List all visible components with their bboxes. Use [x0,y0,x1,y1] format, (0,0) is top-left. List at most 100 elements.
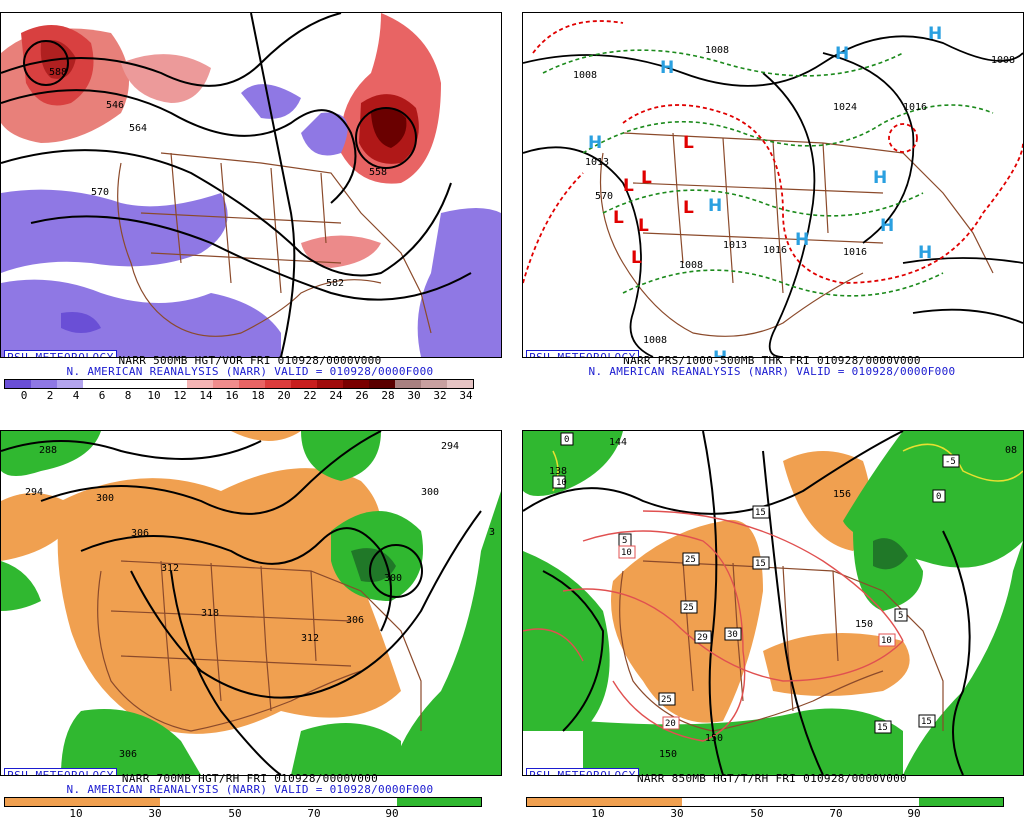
high-pressure-icon: H [713,348,727,357]
low-pressure-icon: L [641,168,652,188]
vorticity-scale-ticks: 0 2 4 6 8 10 12 14 16 18 20 22 24 26 28 30 32 34 [0,389,500,402]
scale-swatch [395,380,421,388]
temp-label: 25 [685,555,696,565]
high-pressure-icon: H [588,133,602,153]
map-700mb: 288 294 300 306 312 318 312 306 300 294 … [0,430,502,776]
rh-color-scale [4,797,482,807]
contour-label: 318 [201,608,219,619]
contour-label: 300 [421,487,439,498]
temp-label: 15 [755,559,766,569]
contour-label: 1008 [705,45,729,56]
high-pressure-icon: H [835,44,849,64]
low-pressure-icon: L [638,216,649,236]
scale-tick: 10 [591,807,605,820]
map-title: NARR 850MB HGT/T/RH FRI 010928/0000V000 [637,772,907,785]
temp-label: 15 [755,508,766,518]
scale-tick: 70 [307,807,321,820]
contour-label: 1013 [723,240,747,251]
scale-tick: 22 [303,389,317,402]
high-pressure-icon: H [928,24,942,44]
contour-label: 150 [705,733,723,744]
contour-label: 1008 [991,55,1015,66]
scale-tick: 90 [907,807,921,820]
psu-meteorology-badge: PSU METEOROLOGY [4,768,117,775]
rh-scale-ticks: 10 30 50 70 90 [0,807,500,820]
rh-scale-ticks: 10 30 50 70 90 [522,807,1022,820]
scale-tick: 6 [98,389,106,402]
map-title: NARR 500MB HGT/VOR FRI 010928/0000V000 [118,354,382,367]
scale-swatch [5,380,31,388]
map-title: NARR 700MB HGT/RH FRI 010928/0000V000 [121,772,379,785]
temp-label: 0 [936,492,941,502]
scale-tick: 4 [72,389,80,402]
contour-label: 582 [326,278,344,289]
scale-tick: 70 [829,807,843,820]
scale-tick: 30 [407,389,421,402]
psu-meteorology-badge: PSU METEOROLOGY [526,768,639,775]
scale-tick: 10 [147,389,161,402]
scale-tick: 8 [124,389,132,402]
scale-swatch [187,380,213,388]
temp-label: 10 [881,636,892,646]
map-500mb: 588 546 564 570 558 582 PSU METEOROLOGY [0,12,502,358]
panel-700mb-rh: 288 294 300 306 312 318 312 306 300 294 … [0,418,502,820]
contour-label: 150 [855,619,873,630]
high-pressure-icon: H [708,196,722,216]
contour-label: 1008 [643,335,667,346]
contour-label: 300 [384,573,402,584]
map-pressure: H H H H H H H H H H L L L L L L L 1008 [522,12,1024,358]
contour-label: 306 [119,749,137,760]
contour-label: 588 [49,67,67,78]
map-850mb: 0 10 -5 0 5 10 25 15 15 25 29 30 25 20 5… [522,430,1024,776]
scale-swatch [291,380,317,388]
scale-swatch [369,380,395,388]
scale-tick: 18 [251,389,265,402]
contour-label: 1013 [585,157,609,168]
panel-500mb-vorticity: 588 546 564 570 558 582 PSU METEOROLOGY … [0,0,502,402]
low-pressure-icon: L [683,198,694,218]
contour-label: 150 [659,749,677,760]
low-pressure-icon: L [683,133,694,153]
contour-label: 300 [96,493,114,504]
contour-label: 570 [91,187,109,198]
rh-color-scale [526,797,1004,807]
scale-tick: 10 [69,807,83,820]
panel-pressure-thickness: H H H H H H H H H H L L L L L L L 1008 [522,0,1024,402]
vorticity-color-scale [4,379,474,389]
high-pressure-icon: H [880,216,894,236]
map-title: NARR PRS/1000-500MB THK FRI 010928/0000V… [623,354,921,367]
map-subtitle: N. AMERICAN REANALYSIS (NARR) VALID = 01… [66,365,434,378]
temp-label: 5 [898,611,903,621]
scale-tick: 20 [277,389,291,402]
temp-label: 30 [727,630,738,640]
scale-tick: 50 [228,807,242,820]
contour-label: 144 [609,437,627,448]
contour-label: 08 [1005,445,1017,456]
low-pressure-icon: L [631,248,642,268]
psu-meteorology-badge: PSU METEOROLOGY [4,350,117,357]
scale-swatch [239,380,265,388]
temp-label: 25 [661,695,672,705]
scale-tick: 12 [173,389,187,402]
contour-label: 1008 [573,70,597,81]
temp-label: 15 [921,717,932,727]
scale-tick: 24 [329,389,343,402]
scale-tick: 32 [433,389,447,402]
low-pressure-icon: L [613,208,624,228]
scale-swatch [447,380,473,388]
scale-swatch [343,380,369,388]
contour-label: 1016 [843,247,867,258]
contour-label: 138 [549,466,567,477]
contour-label: 1016 [903,102,927,113]
contour-label: 3 [489,527,495,538]
contour-label: 1016 [763,245,787,256]
contour-label: 306 [131,528,149,539]
scale-swatch [161,380,187,388]
high-pressure-icon: H [918,243,932,263]
temp-label: 29 [697,633,708,643]
contour-label: 546 [106,100,124,111]
contour-label: 564 [129,123,147,134]
contour-label: 312 [301,633,319,644]
scale-tick: 30 [670,807,684,820]
scale-tick: 16 [225,389,239,402]
